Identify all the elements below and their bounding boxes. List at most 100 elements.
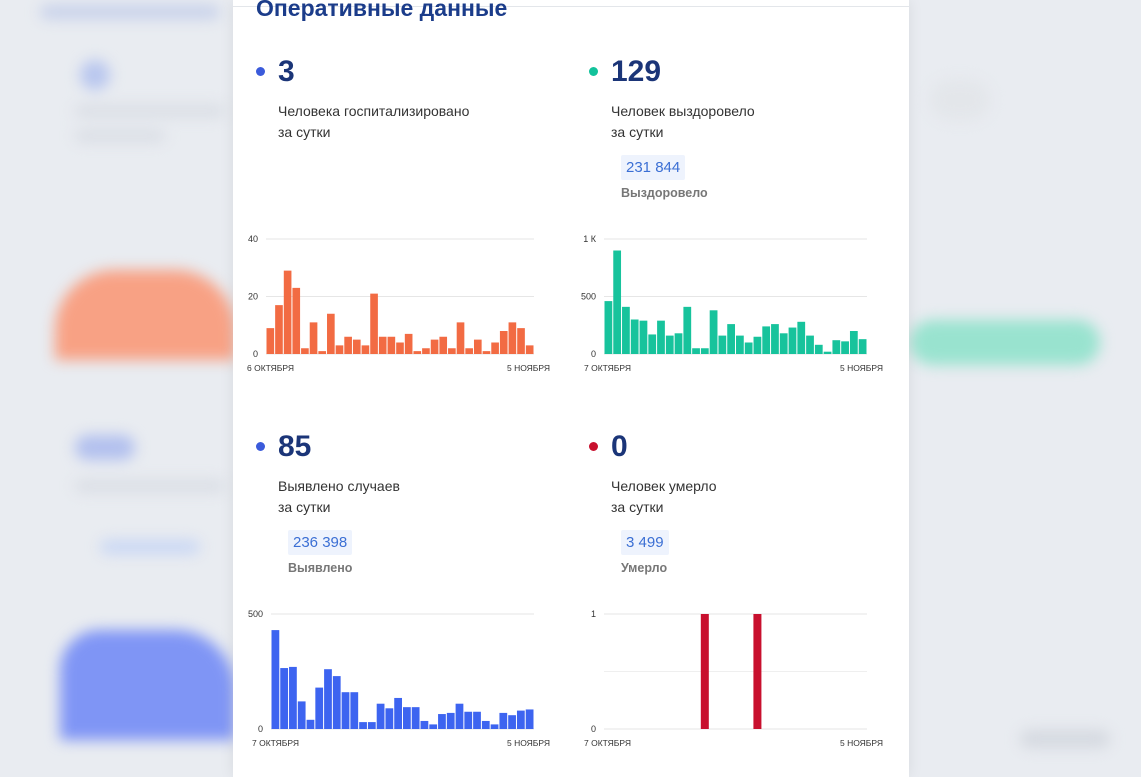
bar: [674, 333, 683, 354]
deaths-value: 0: [611, 430, 628, 463]
bar: [499, 331, 508, 354]
deaths-description: Человек умерло за сутки: [611, 476, 717, 518]
bar: [858, 339, 867, 354]
bar: [692, 348, 700, 354]
bar: [744, 342, 753, 354]
bar: [849, 331, 858, 354]
bar: [413, 351, 422, 354]
y-tick-label: 40: [248, 234, 258, 244]
x-end-label: 5 НОЯБРЯ: [840, 363, 883, 373]
bar: [622, 306, 630, 354]
bar: [473, 339, 482, 354]
bar: [280, 668, 289, 729]
hospitalized-desc-line1: Человека госпитализировано: [278, 103, 470, 119]
bar: [332, 676, 341, 729]
top-divider: [233, 6, 909, 7]
y-tick-label: 0: [591, 724, 596, 734]
bar: [797, 321, 806, 354]
bar: [271, 630, 280, 729]
bar: [639, 320, 648, 354]
deaths-chart: 0 1 7 ОКТЯБРЯ 5 НОЯБРЯ: [584, 609, 883, 748]
bar: [753, 614, 762, 729]
bar: [753, 336, 762, 354]
x-start-label: 7 ОКТЯБРЯ: [252, 738, 299, 748]
bar: [657, 320, 665, 354]
y-tick-label: 1: [591, 609, 596, 619]
recovered-desc-line1: Человек выздоровело: [611, 103, 755, 119]
bar: [359, 722, 367, 729]
bar: [482, 351, 491, 354]
y-tick-label: 500: [581, 292, 596, 302]
bar: [420, 720, 429, 729]
bar: [411, 707, 420, 729]
cases-total-label: Выявлено: [288, 561, 353, 575]
bar: [297, 701, 306, 729]
bar: [318, 351, 327, 354]
page-title: Оперативные данные: [256, 0, 508, 21]
bar: [473, 711, 481, 729]
bar: [823, 351, 832, 354]
bar: [788, 327, 797, 354]
bar: [385, 708, 394, 729]
y-tick-label: 0: [253, 349, 258, 359]
deaths-total: 3 499: [621, 530, 669, 555]
operational-data-panel: Оперативные данные 3 Человека госпитализ…: [233, 0, 909, 777]
y-tick-label: 500: [248, 609, 263, 619]
x-end-label: 5 НОЯБРЯ: [507, 363, 550, 373]
bar: [289, 666, 297, 729]
bar: [439, 336, 448, 354]
bar: [481, 720, 490, 729]
bar: [683, 306, 692, 354]
bar: [341, 692, 350, 729]
bar: [396, 342, 404, 354]
hospitalized-dot-icon: [256, 67, 265, 76]
cases-dot-icon: [256, 442, 265, 451]
bar: [491, 342, 499, 354]
recovered-total: 231 844: [621, 155, 686, 180]
bar: [613, 250, 622, 354]
bar: [508, 322, 517, 354]
bar: [455, 703, 464, 729]
bar: [700, 614, 709, 729]
bar: [516, 710, 525, 729]
bar: [806, 335, 814, 354]
bar: [309, 322, 318, 354]
bar: [508, 715, 516, 729]
cases-chart: 0 500 7 ОКТЯБРЯ 5 НОЯБРЯ: [248, 609, 550, 748]
bar: [832, 340, 841, 354]
bar: [727, 324, 735, 354]
x-end-label: 5 НОЯБРЯ: [507, 738, 550, 748]
bar: [446, 712, 455, 729]
bar: [665, 335, 674, 354]
bar: [648, 334, 657, 354]
bar: [630, 319, 639, 354]
bar: [814, 344, 823, 354]
bar: [736, 335, 744, 354]
bar: [283, 270, 292, 354]
deaths-desc-line2: за сутки: [611, 499, 664, 515]
y-tick-label: 0: [258, 724, 263, 734]
bar: [762, 326, 771, 354]
bar: [306, 719, 315, 729]
bar: [301, 348, 309, 354]
bar: [275, 305, 283, 354]
bar: [438, 714, 446, 729]
bar: [404, 333, 413, 354]
recovered-total-label: Выздоровело: [621, 186, 708, 200]
bar: [525, 709, 534, 729]
bar: [335, 345, 344, 354]
bar: [499, 712, 508, 729]
bar: [367, 722, 376, 729]
recovered-description: Человек выздоровело за сутки: [611, 101, 755, 143]
hospitalized-description: Человека госпитализировано за сутки: [278, 101, 469, 143]
cases-total: 236 398: [288, 530, 353, 555]
bar: [456, 322, 465, 354]
x-start-label: 7 ОКТЯБРЯ: [584, 363, 631, 373]
deaths-dot-icon: [589, 442, 598, 451]
bar: [779, 333, 788, 354]
bar: [700, 348, 709, 354]
bar: [422, 348, 430, 354]
bar: [841, 341, 849, 354]
bar: [464, 711, 473, 729]
bar: [429, 724, 438, 729]
